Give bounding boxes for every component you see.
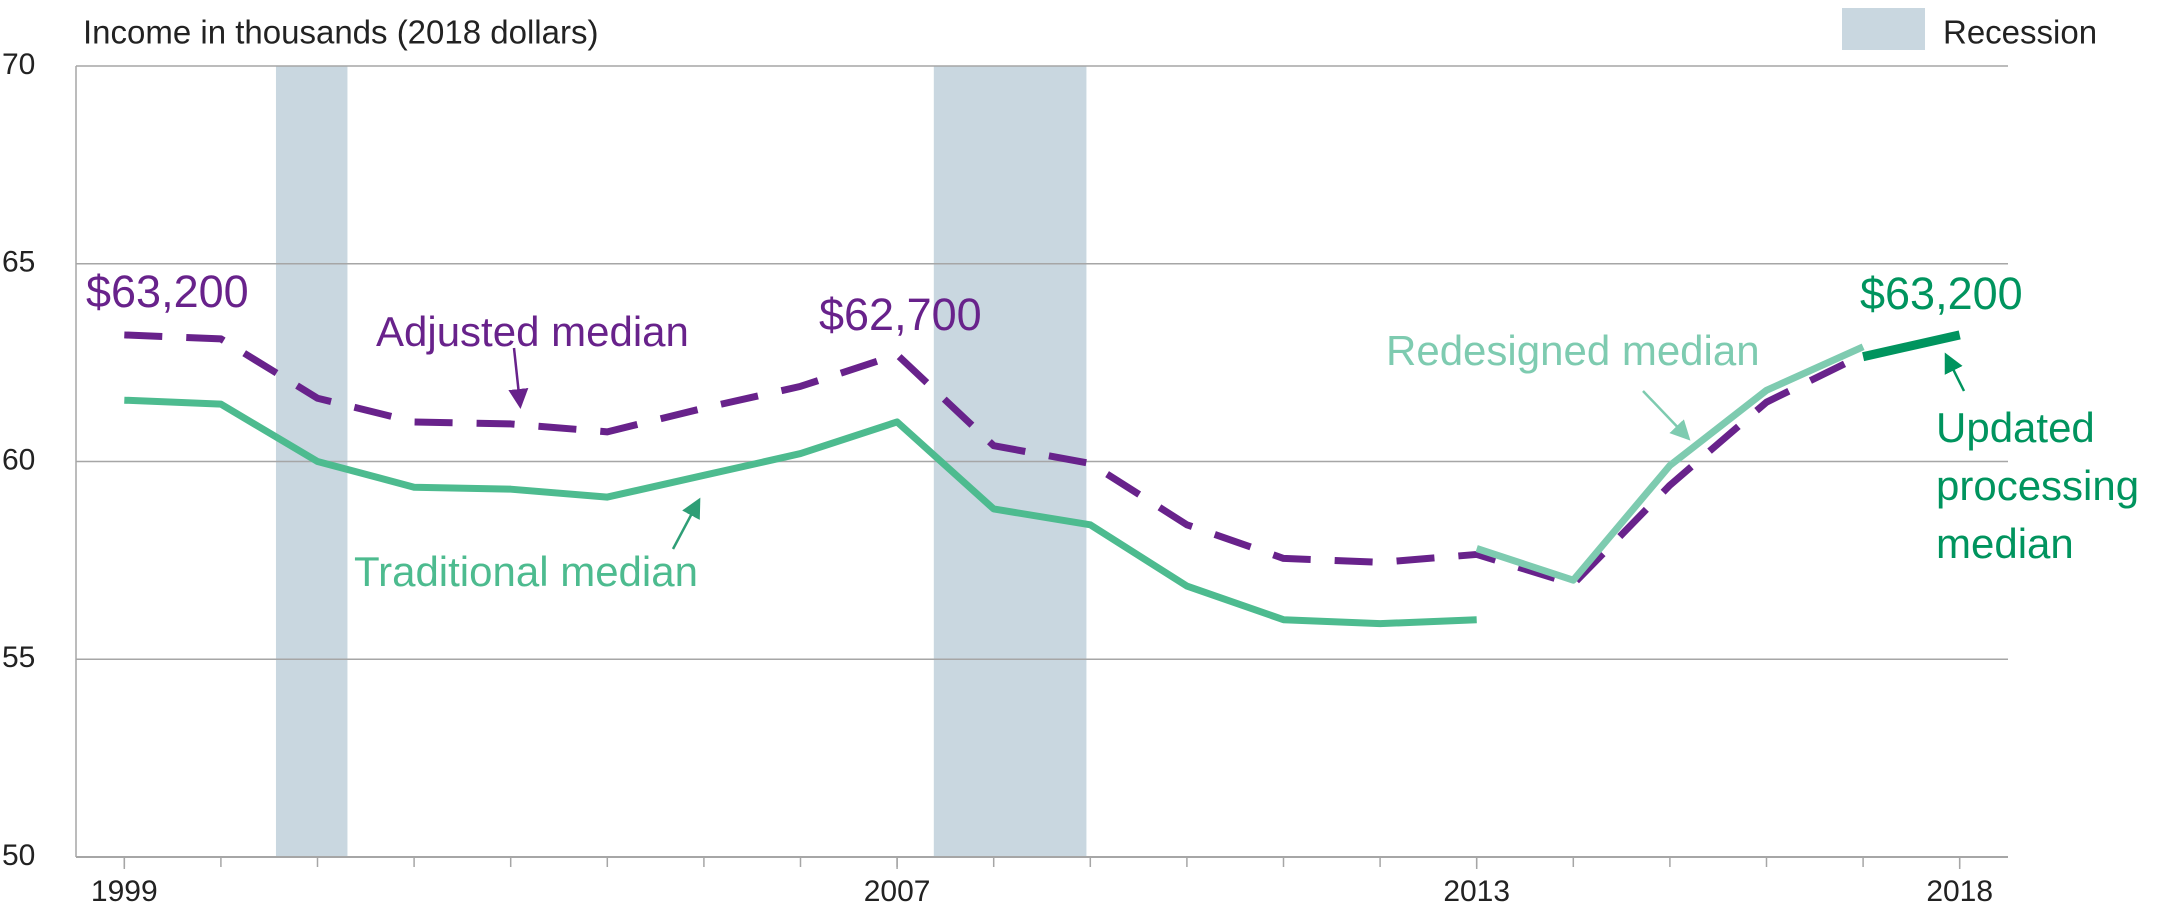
- y-tick-label: 50: [2, 839, 35, 872]
- arrow: [508, 347, 529, 409]
- value-label: $63,200: [1860, 268, 2023, 319]
- y-tick-label: 60: [2, 443, 35, 476]
- series-label: median: [1936, 520, 2074, 567]
- arrow: [1944, 352, 1966, 392]
- series-label: processing: [1936, 462, 2139, 509]
- value-label: $63,200: [86, 266, 249, 317]
- x-tick-label: 2013: [1443, 875, 1510, 908]
- y-tick-label: 55: [2, 641, 35, 674]
- series-line: [1862, 330, 1961, 362]
- series-label: Redesigned median: [1386, 327, 1760, 374]
- legend-swatch: [1842, 8, 1925, 50]
- series-line: [124, 331, 1865, 588]
- value-label: $62,700: [819, 289, 982, 340]
- series-label: Updated: [1936, 404, 2095, 451]
- series-line: [1475, 343, 1865, 584]
- series-label: Adjusted median: [376, 308, 689, 355]
- series-label: Traditional median: [354, 548, 698, 595]
- arrow: [1642, 390, 1691, 441]
- axis-label: Income in thousands (2018 dollars): [83, 14, 598, 51]
- y-tick-label: 65: [2, 246, 35, 279]
- x-tick-label: 1999: [91, 875, 158, 908]
- arrow: [671, 497, 701, 550]
- x-tick-label: 2007: [864, 875, 931, 908]
- y-tick-label: 70: [2, 48, 35, 81]
- legend-label: Recession: [1943, 14, 2097, 51]
- series-line: [124, 396, 1477, 628]
- x-tick-label: 2018: [1926, 875, 1993, 908]
